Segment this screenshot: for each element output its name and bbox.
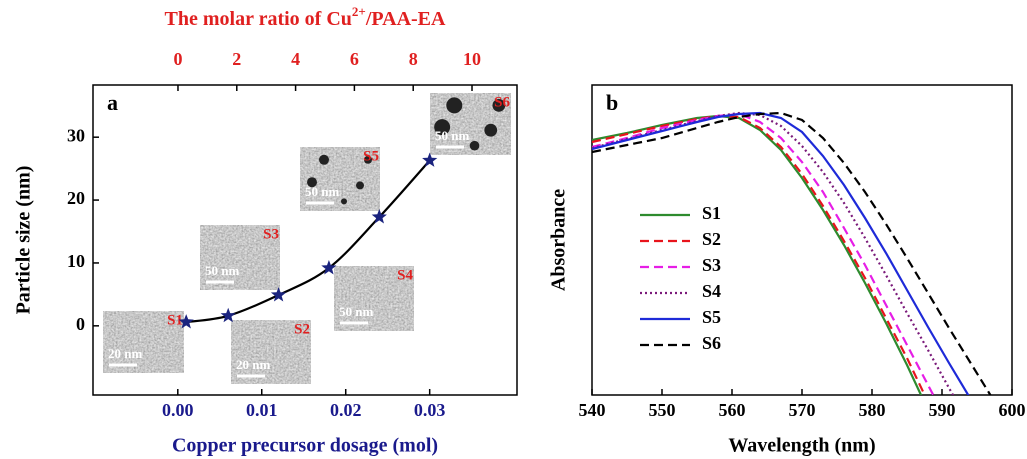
plot-area: [592, 113, 1012, 433]
legend-label: S1: [702, 203, 721, 223]
scale-text: 20 nm: [108, 346, 142, 361]
x2-tick-label: 6: [350, 49, 359, 69]
y-tick-label: 0: [76, 314, 85, 334]
scale-text: 50 nm: [435, 128, 469, 143]
x2-tick-label: 4: [291, 49, 300, 69]
x-axis-label: Copper precursor dosage (mol): [172, 435, 438, 457]
inset-label: S4: [397, 267, 413, 283]
x-axis-label: Wavelength (nm): [728, 435, 875, 457]
inset-label: S5: [363, 148, 379, 164]
particle: [341, 198, 347, 204]
inset-label: S3: [263, 226, 279, 242]
inset-label: S2: [294, 321, 310, 337]
y-tick-label: 20: [67, 188, 85, 208]
panel-label: a: [107, 90, 118, 115]
x-tick-label: 540: [579, 400, 606, 420]
x-tick-label: 0.01: [246, 400, 278, 420]
x-tick-label: 0.02: [330, 400, 362, 420]
particle: [319, 155, 329, 165]
x-tick-label: 0.00: [162, 400, 194, 420]
x-tick-label: 600: [999, 400, 1026, 420]
legend-label: S3: [702, 255, 721, 275]
particle: [470, 141, 480, 151]
scale-text: 20 nm: [236, 357, 270, 372]
particle: [356, 181, 364, 189]
legend-label: S4: [702, 281, 721, 301]
x2-tick-label: 10: [463, 49, 481, 69]
data-line: [592, 113, 991, 433]
legend-label: S6: [702, 333, 721, 353]
x-tick-label: 560: [719, 400, 746, 420]
x2-tick-label: 0: [173, 49, 182, 69]
x-tick-label: 0.03: [414, 400, 446, 420]
legend-label: S5: [702, 307, 721, 327]
x2-axis-label-part: The molar ratio of Cu: [165, 8, 352, 30]
scale-text: 50 nm: [305, 184, 339, 199]
y-axis-label: Particle size (nm): [13, 166, 35, 315]
data-line: [592, 116, 928, 410]
particle: [446, 97, 462, 113]
figure: 0.00 0.01 0.02 0.03 0 10 20 30 0 2 4 6 8 10 Copper pre…: [0, 0, 1027, 459]
x-tick-label: 570: [789, 400, 816, 420]
x2-tick-label: 8: [409, 49, 418, 69]
x-tick-label: 590: [929, 400, 956, 420]
y-axis-label: Absorbance: [548, 189, 570, 291]
x2-axis-label-part: 2+: [352, 4, 366, 19]
particle: [484, 124, 497, 137]
x2-axis-label: The molar ratio of Cu2+/PAA-EA: [165, 4, 447, 30]
x2-axis-label-part: /PAA-EA: [365, 8, 446, 30]
x-tick-label: 580: [859, 400, 886, 420]
x2-tick-label: 2: [232, 49, 241, 69]
x-tick-label: 550: [649, 400, 676, 420]
y-tick-label: 30: [67, 125, 85, 145]
inset-label: S6: [494, 94, 510, 110]
y-tick-label: 10: [67, 251, 85, 271]
scale-text: 50 nm: [339, 304, 373, 319]
legend-label: S2: [702, 229, 721, 249]
scale-text: 50 nm: [205, 263, 239, 278]
panel-label: b: [606, 90, 618, 115]
